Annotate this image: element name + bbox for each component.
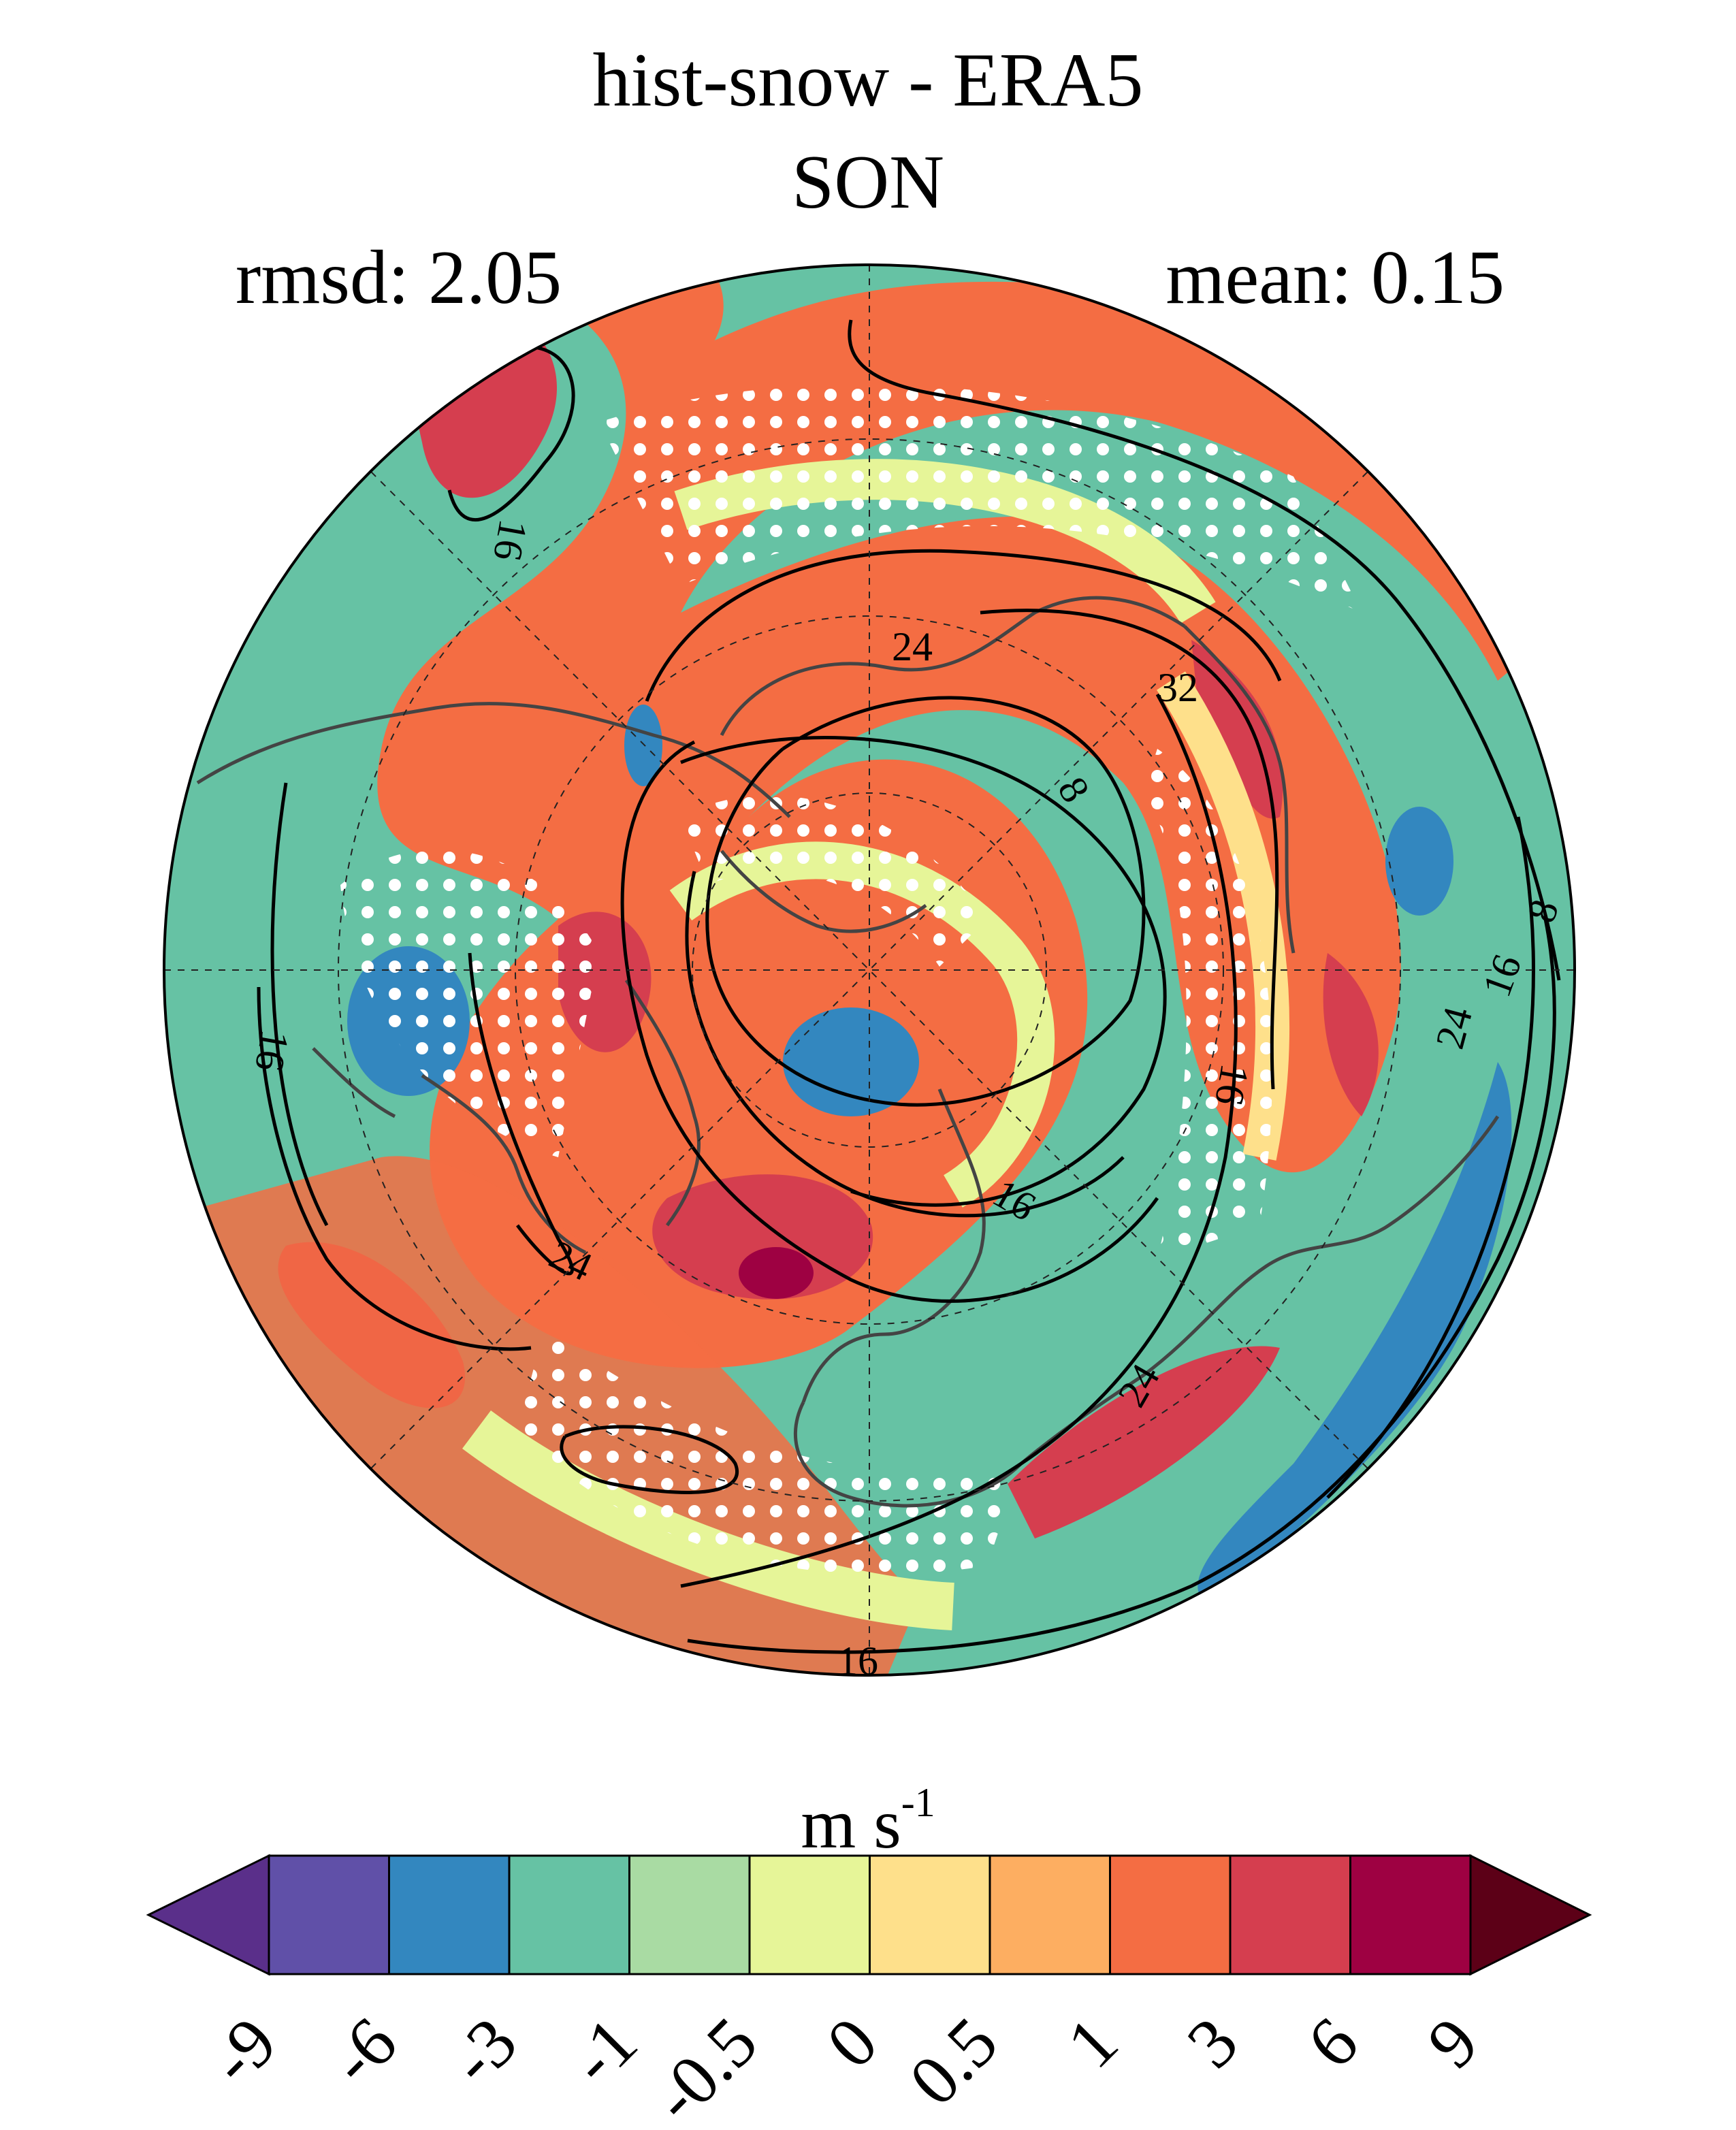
- colorbar-tick-label: -0.5: [637, 2003, 772, 2130]
- colorbar-tick-label: 3: [1172, 2003, 1253, 2083]
- coastlines: [196, 596, 1500, 1508]
- colorbar-tick-label: -1: [555, 2003, 652, 2100]
- colorbar-box: [748, 1854, 871, 1975]
- colorbar-tick-label: 0: [812, 2003, 893, 2083]
- cool-east: [1385, 807, 1453, 916]
- season-label: SON: [791, 140, 945, 225]
- colorbar-extend-high: [1469, 1854, 1592, 1976]
- colorbar-tick-label: 0.5: [895, 2003, 1012, 2120]
- stipple-s: [517, 1327, 1021, 1575]
- contour-label: 16: [485, 516, 536, 564]
- colorbar-box: [869, 1854, 991, 1975]
- stipple-e: [1144, 749, 1272, 1259]
- colorbar-tick-label: 1: [1052, 2003, 1133, 2083]
- core-max: [739, 1247, 814, 1299]
- cool-pole: [783, 1007, 919, 1116]
- colorbar-box: [388, 1854, 511, 1975]
- band-red-e: [1323, 953, 1379, 1116]
- colorbar-box: [1109, 1854, 1232, 1975]
- band-red-se: [1008, 1346, 1280, 1538]
- contour-label: 24: [892, 624, 933, 669]
- graticule: [164, 265, 1575, 1675]
- ring-yellow-s: [462, 1410, 954, 1630]
- colorbar-box: [628, 1854, 751, 1975]
- band-red-s: [652, 1174, 873, 1300]
- colorbar-tick-label: 6: [1293, 2003, 1373, 2083]
- colorbar-box: [1229, 1854, 1351, 1975]
- cool-southeast: [1197, 1062, 1512, 1607]
- colorbar-box: [988, 1854, 1111, 1975]
- rmsd-label: rmsd: 2.05: [236, 236, 562, 320]
- mean-label: mean: 0.15: [1166, 236, 1505, 320]
- stipple-w: [340, 849, 599, 1157]
- map-field: [164, 265, 1575, 1675]
- colorbar-tick-label: -3: [435, 2003, 532, 2100]
- colorbar-box: [508, 1854, 630, 1975]
- contours: [257, 319, 1561, 1654]
- units-label: m s-1: [801, 1780, 935, 1863]
- colorbar-extend-low: [146, 1854, 270, 1976]
- colorbar-tick-label: 9: [1413, 2003, 1493, 2083]
- map-border: [163, 263, 1576, 1677]
- colorbar-box: [1349, 1854, 1472, 1975]
- band-red-ne: [1191, 640, 1283, 819]
- contour-label: 16: [837, 1639, 878, 1683]
- colorbar-box: [268, 1854, 390, 1975]
- contour-label: 32: [1157, 665, 1198, 710]
- cool-north: [624, 705, 662, 786]
- contour-label: 16: [1206, 1061, 1257, 1109]
- colorbar-tick-label: -6: [315, 2003, 412, 2100]
- map-title: hist-snow - ERA5: [592, 38, 1144, 123]
- polar-map: 16 24 32 8 8 16 24 16 16 24 16 24 16: [163, 263, 1576, 1683]
- stipple-c: [681, 795, 987, 967]
- colorbar-tick-label: -9: [195, 2003, 292, 2100]
- contour-label: 16: [246, 1027, 298, 1075]
- stipple-n: [599, 384, 1362, 613]
